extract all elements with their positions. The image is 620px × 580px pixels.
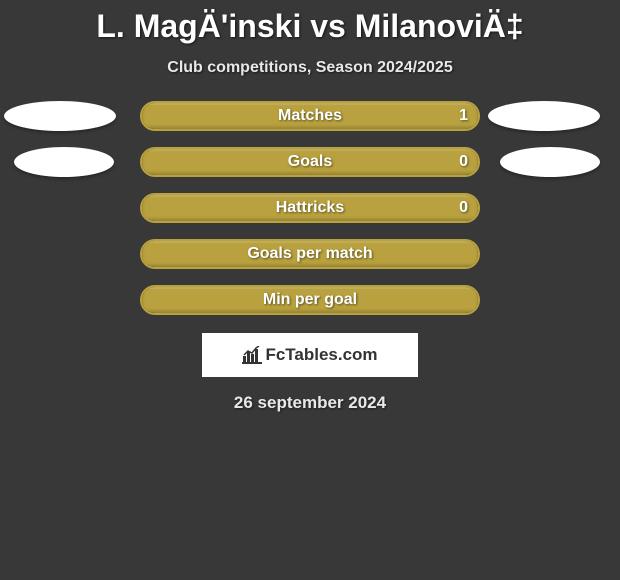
stat-row-min-per-goal: Min per goal bbox=[0, 285, 620, 315]
stat-bar: Goals 0 bbox=[140, 147, 480, 177]
right-marker-oval bbox=[488, 101, 600, 131]
stat-bar-value: 0 bbox=[459, 195, 468, 221]
stat-bar: Matches 1 bbox=[140, 101, 480, 131]
right-marker-oval bbox=[500, 147, 600, 177]
stat-bar-label: Hattricks bbox=[142, 195, 478, 221]
stat-bar: Goals per match bbox=[140, 239, 480, 269]
page-title: L. MagÄ'inski vs MilanoviÄ‡ bbox=[0, 0, 620, 45]
bar-chart-icon bbox=[242, 346, 262, 364]
stat-bar-value: 0 bbox=[459, 149, 468, 175]
stat-bar: Hattricks 0 bbox=[140, 193, 480, 223]
stat-bar-label: Goals per match bbox=[142, 241, 478, 267]
stat-bar: Min per goal bbox=[140, 285, 480, 315]
stats-container: Matches 1 Goals 0 Hattricks 0 Goals per … bbox=[0, 101, 620, 315]
source-logo[interactable]: FcTables.com bbox=[202, 333, 418, 377]
page-subtitle: Club competitions, Season 2024/2025 bbox=[0, 59, 620, 77]
date-text: 26 september 2024 bbox=[0, 393, 620, 413]
stat-bar-label: Goals bbox=[142, 149, 478, 175]
stat-row-goals-per-match: Goals per match bbox=[0, 239, 620, 269]
source-logo-text: FcTables.com bbox=[265, 345, 377, 365]
stat-bar-value: 1 bbox=[459, 103, 468, 129]
stat-row-matches: Matches 1 bbox=[0, 101, 620, 131]
left-marker-oval bbox=[14, 147, 114, 177]
stat-row-hattricks: Hattricks 0 bbox=[0, 193, 620, 223]
left-marker-oval bbox=[4, 101, 116, 131]
stat-bar-label: Min per goal bbox=[142, 287, 478, 313]
stat-bar-label: Matches bbox=[142, 103, 478, 129]
stat-row-goals: Goals 0 bbox=[0, 147, 620, 177]
